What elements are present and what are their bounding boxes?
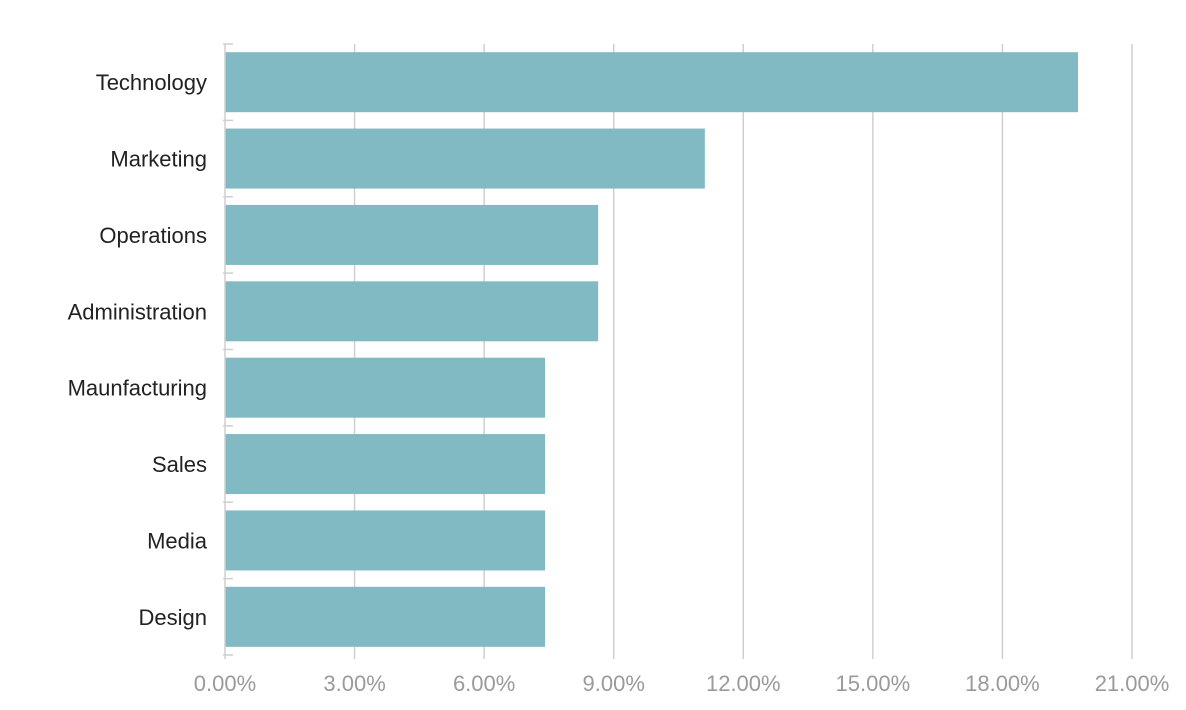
x-tick-label-4: 12.00%: [706, 671, 781, 696]
x-tick-label-5: 15.00%: [836, 671, 911, 696]
bar-2: [225, 204, 599, 265]
x-tick-label-3: 9.00%: [583, 671, 645, 696]
bar-7: [225, 586, 546, 647]
bars: [225, 52, 1079, 647]
bar-5: [225, 434, 546, 495]
category-label-5: Sales: [152, 452, 207, 477]
x-tick-label-0: 0.00%: [194, 671, 256, 696]
category-label-2: Operations: [99, 223, 207, 248]
category-label-7: Design: [139, 605, 207, 630]
bar-6: [225, 510, 546, 571]
bar-4: [225, 357, 546, 418]
x-tick-label-6: 18.00%: [965, 671, 1040, 696]
category-label-6: Media: [147, 528, 208, 553]
axes: [223, 43, 1133, 659]
labels: Technology Marketing Operations Administrat…: [68, 70, 1170, 696]
x-tick-label-1: 3.00%: [323, 671, 385, 696]
bar-3: [225, 281, 599, 342]
x-tick-label-2: 6.00%: [453, 671, 515, 696]
category-label-0: Technology: [96, 70, 207, 95]
category-label-3: Administration: [68, 299, 207, 324]
x-tick-label-7: 21.00%: [1095, 671, 1170, 696]
category-label-4: Maunfacturing: [68, 376, 207, 401]
bar-1: [225, 128, 705, 189]
bar-0: [225, 52, 1079, 113]
category-label-1: Marketing: [110, 147, 207, 172]
